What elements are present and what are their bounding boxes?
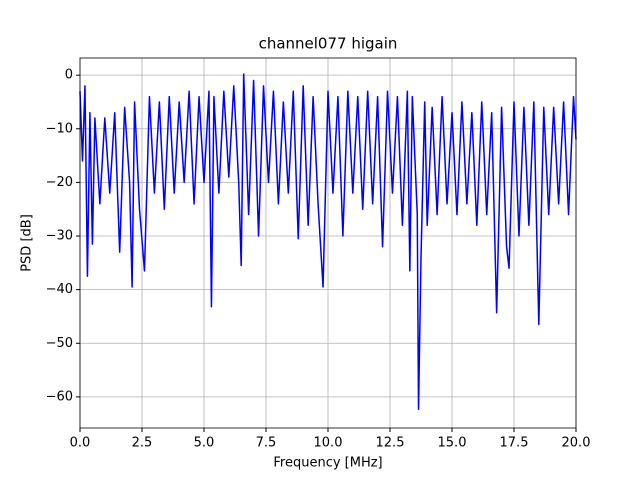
chart-title: channel077 higain [259,35,398,53]
y-tick-label: −40 [46,282,73,297]
x-tick-label: 12.5 [376,436,405,451]
y-tick-label: 0 [65,68,73,83]
y-tick-label: −20 [46,175,73,190]
x-tick-label: 15.0 [438,436,467,451]
x-tick-label: 0.0 [70,436,91,451]
plot-frame [79,57,577,429]
y-tick-label: −50 [46,336,73,351]
y-axis-label: PSD [dB] [20,214,35,272]
data-line [79,73,577,410]
x-axis-label: Frequency [MHz] [273,456,382,471]
x-tick-label: 17.5 [500,436,529,451]
x-tick-label: 20.0 [562,436,591,451]
x-tick-label: 7.5 [256,436,277,451]
y-tick-label: −30 [46,229,73,244]
y-tick-label: −60 [46,389,73,404]
x-tick-label: 10.0 [314,436,343,451]
x-tick-label: 5.0 [194,436,215,451]
y-tick-label: −10 [46,121,73,136]
x-tick-label: 2.5 [132,436,153,451]
